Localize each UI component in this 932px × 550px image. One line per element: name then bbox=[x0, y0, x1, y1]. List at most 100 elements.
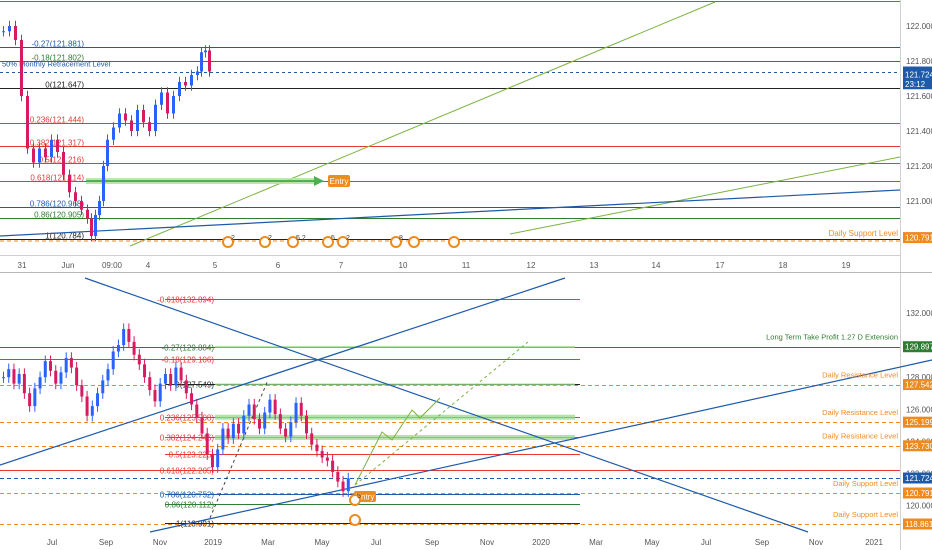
fib-level-label: 0.86(120.112) bbox=[165, 501, 215, 510]
time-tick-label: Mar bbox=[261, 538, 275, 547]
candle-body bbox=[116, 345, 120, 352]
candle-body bbox=[299, 402, 303, 416]
time-tick-label: Sep bbox=[425, 538, 440, 547]
trendline bbox=[509, 156, 901, 235]
event-marker bbox=[337, 236, 349, 248]
fib-level-label: 0.236(121.444) bbox=[30, 116, 85, 125]
trendline bbox=[129, 1, 716, 247]
candle-body bbox=[111, 351, 115, 370]
trendline bbox=[84, 277, 809, 533]
candle-body bbox=[268, 399, 272, 413]
candle-body bbox=[94, 215, 97, 236]
candle-body bbox=[22, 373, 26, 394]
candle-body bbox=[56, 139, 59, 152]
candle-body bbox=[166, 92, 169, 114]
time-tick-label: 19 bbox=[842, 261, 851, 270]
price-badge bbox=[903, 416, 932, 428]
candle-body bbox=[132, 341, 136, 355]
projection-arrow bbox=[354, 341, 529, 486]
candle-body bbox=[86, 209, 89, 219]
event-marker-label: 2 bbox=[346, 235, 350, 242]
candle-body bbox=[17, 373, 21, 384]
time-tick-label: 4 bbox=[146, 261, 151, 270]
candle-body bbox=[143, 364, 147, 378]
candle-body bbox=[124, 113, 127, 121]
price-badge bbox=[903, 341, 932, 353]
candle-body bbox=[43, 361, 47, 378]
candle-body bbox=[231, 423, 235, 439]
candle-body bbox=[38, 377, 42, 389]
event-marker-label: 5 bbox=[357, 493, 361, 500]
candle-body bbox=[8, 26, 11, 32]
event-marker bbox=[448, 236, 460, 248]
candle-body bbox=[289, 422, 293, 437]
candle-body bbox=[130, 120, 133, 131]
fib-level-label: 0.236(125.508) bbox=[160, 414, 215, 423]
candle-body bbox=[96, 393, 100, 407]
top-annotations: Entry Daily Support Level 2 2 5 2 5 2 8 bbox=[222, 175, 898, 248]
candle-body bbox=[127, 329, 131, 342]
candle-body bbox=[118, 113, 121, 128]
price-badge-label: 129.897 bbox=[905, 343, 932, 352]
bottom-plot-area[interactable] bbox=[0, 273, 900, 536]
level-annotation: Daily Resistance Level bbox=[822, 370, 898, 379]
target-zone bbox=[215, 345, 575, 348]
candle-body bbox=[284, 428, 288, 437]
event-marker bbox=[349, 494, 361, 506]
event-marker bbox=[390, 236, 402, 248]
candle-body bbox=[257, 418, 261, 429]
price-tick-label: 128.000 bbox=[906, 373, 932, 382]
fib-level-label: 0.5(123.225) bbox=[169, 451, 215, 460]
candle-body bbox=[64, 357, 68, 373]
entry-arrow-head bbox=[314, 176, 324, 187]
candle-body bbox=[32, 148, 35, 163]
target-zone bbox=[215, 383, 575, 386]
candle-body bbox=[2, 31, 5, 33]
candle-body bbox=[137, 354, 141, 365]
candle-body bbox=[90, 406, 94, 416]
candle-body bbox=[153, 390, 157, 402]
candle-body bbox=[102, 166, 105, 201]
price-badge bbox=[903, 472, 932, 484]
price-tick-label: 122.000 bbox=[906, 22, 932, 31]
candle-body bbox=[2, 377, 5, 379]
time-tick-label: Jul bbox=[371, 538, 381, 547]
fib-level-label: -0.27(121.881) bbox=[32, 40, 85, 49]
entry-arrow-line bbox=[86, 180, 314, 183]
time-tick-label: 13 bbox=[590, 261, 599, 270]
candle-body bbox=[195, 404, 199, 418]
trendline bbox=[149, 359, 932, 533]
candle-body bbox=[190, 75, 193, 86]
top-plot-area[interactable] bbox=[0, 0, 900, 255]
top-time-ticks: 31 Jun 09:00 4 5 6 7 10 11 12 13 14 17 18 19 bbox=[18, 261, 851, 270]
fib-level-label: 0.382(124.246) bbox=[160, 434, 215, 443]
candle-body bbox=[221, 428, 225, 450]
fib-level-label: 1(118.901) bbox=[176, 520, 214, 529]
time-tick-label: Nov bbox=[809, 538, 823, 547]
time-tick-label: May bbox=[644, 538, 659, 547]
time-tick-label: Jun bbox=[62, 261, 75, 270]
bottom-chart-panel: -0.618(132.894)-0.27(129.884)-0.18(129.1… bbox=[0, 273, 932, 550]
candle-body bbox=[294, 402, 298, 423]
fib-level-label: 0.86(120.905) bbox=[34, 211, 84, 220]
projection-path bbox=[354, 397, 441, 486]
price-badge bbox=[903, 440, 932, 452]
top-chart-panel: -0.27(121.881) -0.18(121.802) 0(121.647) 0.… bbox=[0, 0, 932, 273]
candle-body bbox=[62, 152, 65, 175]
candle-body bbox=[184, 380, 188, 394]
candle-body bbox=[14, 26, 17, 40]
candle-body bbox=[33, 388, 37, 407]
event-marker-label: 2 bbox=[268, 235, 272, 242]
candle-body bbox=[304, 415, 308, 434]
candle-body bbox=[59, 372, 63, 384]
price-badge-label: 123.730 bbox=[905, 442, 932, 451]
event-marker bbox=[349, 514, 361, 526]
candle-body bbox=[336, 471, 340, 482]
candle-body bbox=[112, 127, 115, 140]
target-zone bbox=[215, 434, 575, 440]
time-tick-label: 09:00 bbox=[102, 261, 123, 270]
fib-level-label: -0.18(121.802) bbox=[32, 54, 85, 63]
price-badge-label: 125.199 bbox=[905, 418, 932, 427]
candle-body bbox=[75, 367, 79, 386]
time-tick-label: Jul bbox=[47, 538, 57, 547]
